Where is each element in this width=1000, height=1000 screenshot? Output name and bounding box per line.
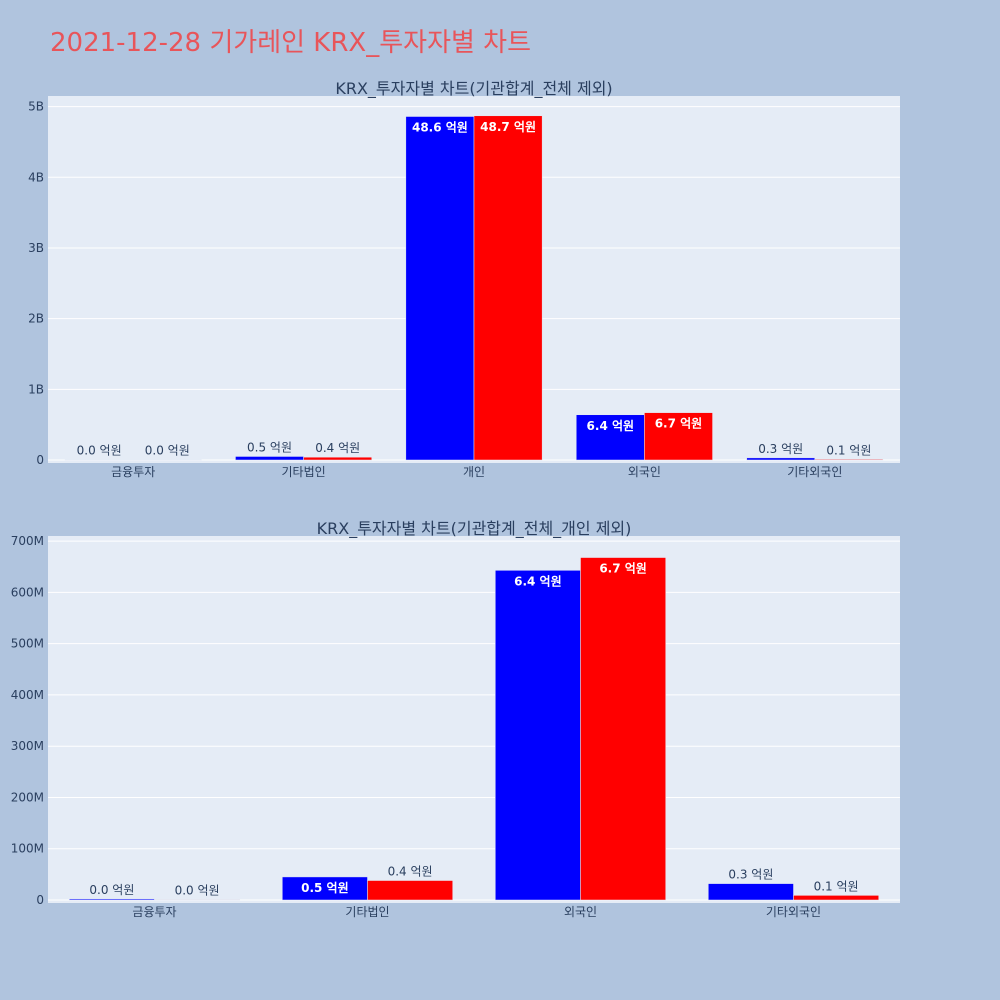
data-label: 6.7 억원 — [655, 417, 703, 431]
y-tick-label: 200M — [11, 790, 44, 804]
bar — [473, 115, 543, 461]
data-label: 0.0 억원 — [175, 883, 220, 897]
data-label: 0.5 억원 — [247, 440, 292, 454]
x-tick-label: 외국인 — [564, 905, 597, 919]
x-tick-label: 금융투자 — [111, 465, 155, 479]
y-tick-label: 0 — [36, 453, 44, 467]
x-tick-label: 기타법인 — [282, 465, 326, 479]
chart-title: KRX_투자자별 차트(기관합계_전체_개인 제외) — [317, 519, 632, 539]
bar — [793, 895, 879, 901]
data-label: 0.0 억원 — [89, 883, 134, 897]
y-tick-label: 300M — [11, 739, 44, 753]
bar — [708, 883, 794, 901]
y-tick-label: 600M — [11, 585, 44, 599]
data-label: 0.1 억원 — [814, 879, 859, 893]
bar — [303, 456, 373, 461]
data-label: 48.6 억원 — [412, 120, 468, 134]
data-label: 48.7 억원 — [480, 120, 536, 134]
data-label: 0.1 억원 — [826, 443, 871, 457]
y-tick-label: 1B — [28, 382, 44, 396]
data-label: 0.4 억원 — [388, 865, 433, 879]
plot-area — [48, 536, 900, 903]
bar — [405, 116, 475, 461]
x-tick-label: 기타법인 — [345, 905, 389, 919]
chart-title: KRX_투자자별 차트(기관합계_전체 제외) — [335, 79, 612, 99]
data-label: 6.4 억원 — [514, 574, 562, 588]
bar — [69, 898, 155, 901]
bar — [154, 899, 240, 901]
data-label: 0.0 억원 — [77, 444, 122, 458]
data-label: 0.5 억원 — [301, 881, 349, 895]
page-title: 2021-12-28 기가레인 KRX_투자자별 차트 — [50, 28, 532, 58]
y-tick-label: 100M — [11, 842, 44, 856]
data-label: 6.4 억원 — [587, 419, 635, 433]
y-tick-label: 0 — [36, 893, 44, 907]
y-tick-label: 3B — [28, 241, 44, 255]
data-label: 0.0 억원 — [145, 444, 190, 458]
bar — [367, 880, 453, 901]
chart-top: 0 1B 2B 3B 4B 5B KRX_투자자별 차트(기관합계_전체 제외) 금융투자 0.… — [28, 79, 900, 479]
y-tick-label: 4B — [28, 170, 44, 184]
x-tick-label: 기타외국인 — [787, 465, 842, 479]
bar — [64, 459, 134, 461]
data-label: 6.7 억원 — [599, 562, 647, 576]
y-tick-label: 400M — [11, 688, 44, 702]
bar — [235, 456, 304, 461]
bar — [746, 457, 816, 461]
x-tick-label: 개인 — [463, 465, 485, 479]
y-tick-label: 2B — [28, 312, 44, 326]
data-label: 0.4 억원 — [315, 441, 360, 455]
bar — [575, 414, 645, 461]
x-tick-label: 외국인 — [628, 465, 661, 479]
y-tick-label: 500M — [11, 637, 44, 651]
data-label: 0.3 억원 — [728, 868, 773, 882]
x-tick-label: 금융투자 — [132, 905, 176, 919]
chart-bottom: 0 100M 200M 300M 400M 500M 600M 700M KRX_투자자별 차트… — [11, 519, 900, 919]
bar — [644, 412, 713, 461]
bar — [495, 570, 581, 901]
y-tick-label: 5B — [28, 100, 44, 114]
bar — [580, 557, 666, 901]
x-tick-label: 기타외국인 — [766, 905, 821, 919]
bar — [132, 459, 202, 461]
data-label: 0.3 억원 — [758, 442, 803, 456]
bar — [814, 459, 884, 461]
y-tick-label: 700M — [11, 534, 44, 548]
